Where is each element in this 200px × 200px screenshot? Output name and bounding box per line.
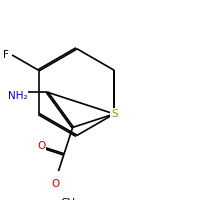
Text: CH₃: CH₃ — [60, 198, 79, 200]
Text: F: F — [3, 50, 9, 60]
Text: NH₂: NH₂ — [8, 91, 27, 101]
Text: S: S — [111, 109, 118, 119]
Text: O: O — [37, 141, 45, 151]
Text: O: O — [52, 179, 60, 189]
